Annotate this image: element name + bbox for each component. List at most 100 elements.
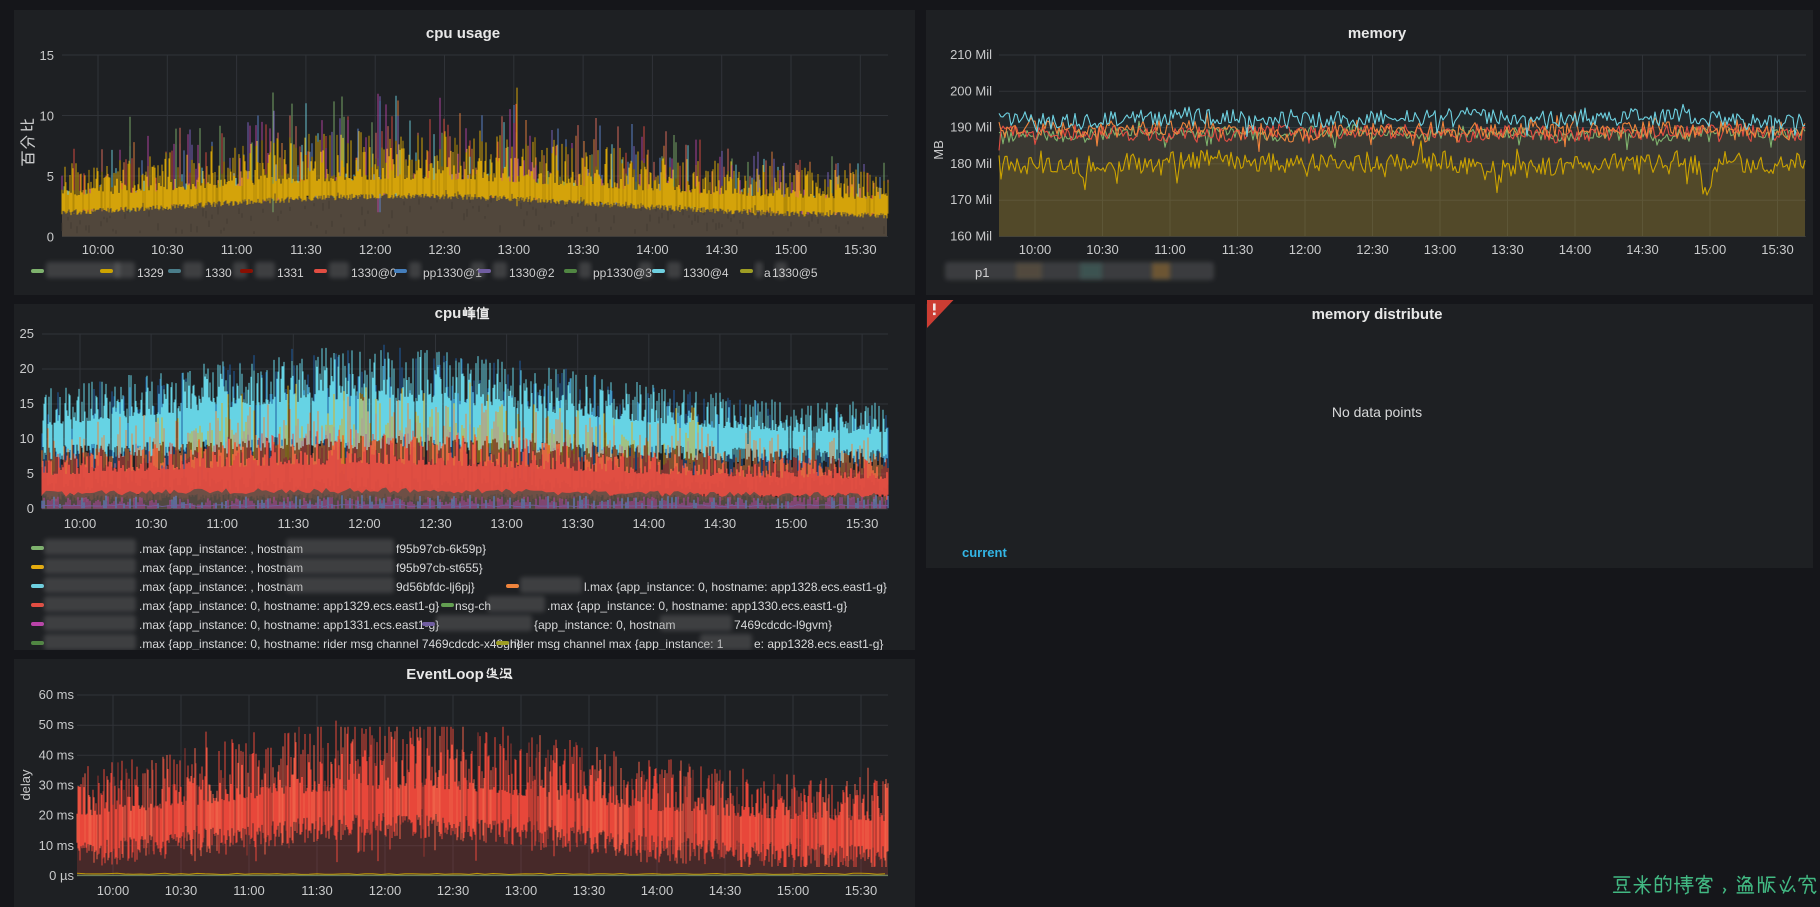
svg-text:14:30: 14:30 (1626, 242, 1659, 257)
svg-text:20 ms: 20 ms (39, 808, 75, 823)
svg-text:14:30: 14:30 (705, 242, 738, 257)
svg-text:15:00: 15:00 (775, 516, 808, 531)
svg-text:.max {app_instance: 0, hostnam: .max {app_instance: 0, hostname: app1329… (139, 599, 439, 613)
svg-text:13:00: 13:00 (498, 242, 531, 257)
svg-text:13:30: 13:30 (561, 516, 594, 531)
svg-text:11:00: 11:00 (221, 242, 253, 257)
svg-text:0: 0 (27, 501, 34, 516)
svg-text:11:30: 11:30 (1222, 242, 1254, 257)
svg-text:11:00: 11:00 (233, 883, 265, 898)
svg-text:1330@2: 1330@2 (509, 266, 555, 280)
svg-text:1331: 1331 (277, 266, 304, 280)
svg-text:40 ms: 40 ms (39, 747, 75, 762)
svg-text:memory: memory (1348, 25, 1407, 42)
svg-text:15: 15 (20, 396, 34, 411)
svg-text:.max {app_instance: 0, hostnam: .max {app_instance: 0, hostname: rider m… (139, 637, 521, 651)
svg-text:.max {app_instance: 0, hostnam: .max {app_instance: 0, hostname: app1331… (139, 618, 439, 632)
svg-text:30 ms: 30 ms (39, 778, 75, 793)
svg-text:1330@5: 1330@5 (772, 266, 818, 280)
svg-text:EventLoop: EventLoop (406, 666, 484, 683)
svg-text:cpu usage: cpu usage (426, 25, 500, 42)
svg-text:f95b97cb-6k59p}: f95b97cb-6k59p} (396, 542, 486, 556)
svg-text:cpu: cpu (435, 305, 462, 322)
svg-text:7469cdcdc-l9gvm}: 7469cdcdc-l9gvm} (734, 618, 832, 632)
svg-text:14:00: 14:00 (636, 242, 669, 257)
svg-text:15:00: 15:00 (777, 883, 810, 898)
svg-text:15:30: 15:30 (844, 242, 877, 257)
svg-text:12:30: 12:30 (428, 242, 461, 257)
svg-text:current: current (962, 545, 1007, 560)
svg-text:1330@4: 1330@4 (683, 266, 729, 280)
svg-text:p1: p1 (975, 265, 989, 280)
svg-text:10 ms: 10 ms (39, 838, 75, 853)
svg-text:5: 5 (47, 169, 54, 184)
svg-text:9d56bfdc-lj6pj}: 9d56bfdc-lj6pj} (396, 580, 475, 594)
svg-text:13:00: 13:00 (1424, 242, 1457, 257)
svg-text:11:30: 11:30 (278, 516, 310, 531)
svg-text:.max {app_instance: , hostnam: .max {app_instance: , hostnam (139, 542, 303, 556)
svg-text:15:00: 15:00 (1694, 242, 1727, 257)
svg-text:12:00: 12:00 (348, 516, 381, 531)
svg-text:MB: MB (931, 140, 946, 160)
svg-text:14:00: 14:00 (1559, 242, 1592, 257)
svg-text:10:00: 10:00 (97, 883, 130, 898)
svg-text:15: 15 (40, 48, 54, 63)
svg-text:No data points: No data points (1332, 404, 1422, 420)
svg-text:10: 10 (40, 109, 54, 124)
svg-text:13:00: 13:00 (505, 883, 538, 898)
svg-text:10:30: 10:30 (1086, 242, 1119, 257)
svg-text:l.max {app_instance: 0, hostna: l.max {app_instance: 0, hostname: app132… (584, 580, 887, 594)
svg-text:pp1330@3: pp1330@3 (593, 266, 652, 280)
svg-text:12:00: 12:00 (359, 242, 392, 257)
svg-text:10:00: 10:00 (82, 242, 115, 257)
svg-text:200 Mil: 200 Mil (950, 83, 992, 98)
svg-text:1330: 1330 (205, 266, 232, 280)
svg-text:delay: delay (18, 769, 33, 801)
svg-text:f95b97cb-st655}: f95b97cb-st655} (396, 561, 483, 575)
svg-text:20: 20 (20, 361, 34, 376)
svg-text:10:30: 10:30 (165, 883, 198, 898)
svg-text:11:30: 11:30 (301, 883, 333, 898)
svg-text:180 Mil: 180 Mil (950, 156, 992, 171)
svg-text:13:30: 13:30 (573, 883, 606, 898)
svg-text:5: 5 (27, 466, 34, 481)
svg-text:12:00: 12:00 (1289, 242, 1322, 257)
svg-text:14:30: 14:30 (704, 516, 737, 531)
svg-text:25: 25 (20, 326, 34, 341)
svg-text:15:30: 15:30 (845, 883, 878, 898)
svg-text:190 Mil: 190 Mil (950, 120, 992, 135)
svg-text:a: a (764, 266, 771, 280)
svg-text:170 Mil: 170 Mil (950, 192, 992, 207)
svg-text:10:30: 10:30 (135, 516, 168, 531)
svg-text:13:30: 13:30 (1491, 242, 1524, 257)
svg-text:0 µs: 0 µs (49, 868, 74, 883)
svg-text:160 Mil: 160 Mil (950, 229, 992, 244)
svg-text:14:00: 14:00 (633, 516, 666, 531)
svg-text:15:00: 15:00 (775, 242, 808, 257)
svg-text:15:30: 15:30 (1761, 242, 1794, 257)
svg-text:1329: 1329 (137, 266, 164, 280)
svg-text:.max {app_instance: 0, hostnam: .max {app_instance: 0, hostname: app1330… (547, 599, 847, 613)
svg-text:12:30: 12:30 (437, 883, 470, 898)
svg-text:.max {app_instance: , hostnam: .max {app_instance: , hostnam (139, 580, 303, 594)
svg-text:10: 10 (20, 431, 34, 446)
svg-text:210 Mil: 210 Mil (950, 47, 992, 62)
svg-text:rider msg channel max {app_ins: rider msg channel max {app_instance: 1 (510, 637, 724, 651)
svg-text:10:30: 10:30 (151, 242, 184, 257)
svg-text:.max {app_instance: , hostnam: .max {app_instance: , hostnam (139, 561, 303, 575)
svg-text:{app_instance: 0, hostnam: {app_instance: 0, hostnam (534, 618, 675, 632)
svg-text:11:00: 11:00 (1154, 242, 1186, 257)
svg-text:0: 0 (47, 230, 54, 245)
svg-text:11:30: 11:30 (290, 242, 322, 257)
svg-text:12:30: 12:30 (1356, 242, 1389, 257)
svg-text:12:00: 12:00 (369, 883, 402, 898)
svg-text:1330@0: 1330@0 (351, 266, 397, 280)
svg-text:60 ms: 60 ms (39, 687, 75, 702)
svg-text:13:00: 13:00 (490, 516, 523, 531)
svg-text:10:00: 10:00 (1019, 242, 1052, 257)
svg-text:memory distribute: memory distribute (1312, 306, 1443, 323)
svg-text:pp1330@1: pp1330@1 (423, 266, 482, 280)
svg-text:14:00: 14:00 (641, 883, 674, 898)
svg-text:12:30: 12:30 (419, 516, 452, 531)
svg-text:nsg-ch: nsg-ch (455, 599, 491, 613)
